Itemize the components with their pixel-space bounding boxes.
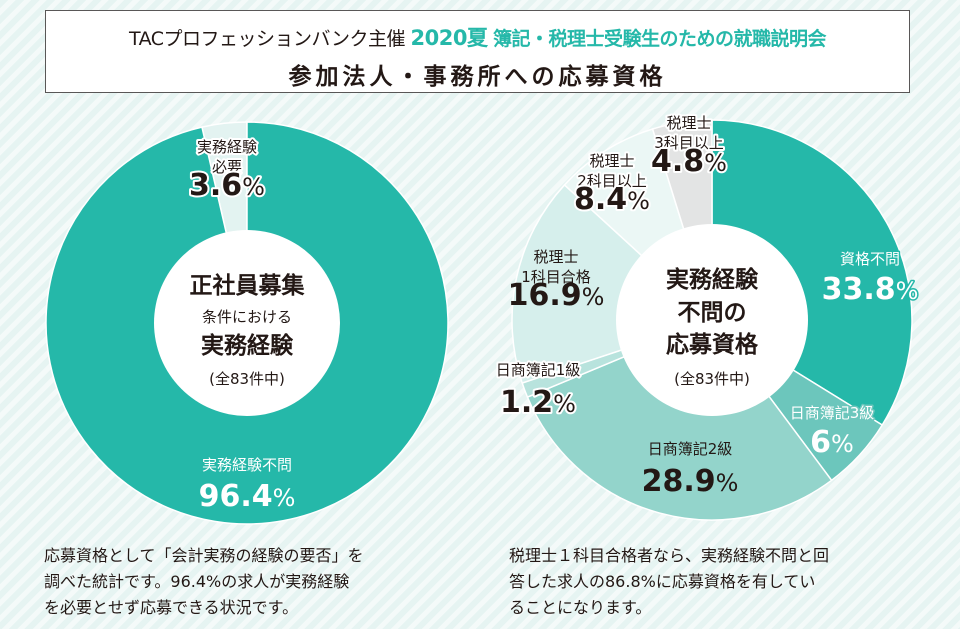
- segment-category: 資格不問: [840, 250, 900, 268]
- segment-value: 8.4%: [574, 182, 650, 217]
- segment-label-1: 資格不問 33.8%: [820, 249, 920, 309]
- center-line-2: 不問の: [678, 300, 747, 326]
- center-label: 実務経験 不問の 応募資格 (全83件中): [666, 266, 759, 388]
- center-line-1: 実務経験: [666, 266, 759, 293]
- center-label: 正社員募集 条件における 実務経験 (全83件中): [190, 272, 306, 388]
- segment-label-3: 日商簿記2級 28.9%: [642, 440, 739, 499]
- segment-category: 実務経験不問: [202, 456, 292, 474]
- center-line-3: 実務経験: [201, 332, 294, 359]
- segment-value: 16.9%: [508, 278, 605, 313]
- note-line: 答した求人の86.8%に応募資格を有してい: [509, 572, 816, 591]
- segment-value: 28.9%: [642, 464, 739, 499]
- center-line-4: (全83件中): [209, 370, 285, 388]
- event-name: 簿記・税理士受験生のための就職説明会: [493, 28, 827, 50]
- donut-experience: 正社員募集 条件における 実務経験 (全83件中) 実務経験不問96.4%実務経…: [45, 121, 449, 525]
- segment-value: 96.4%: [199, 479, 296, 514]
- segment-category: 日商簿記2級: [648, 440, 733, 458]
- segment-category: 2科目以上: [577, 172, 647, 190]
- donut-hole: [616, 224, 808, 416]
- segment-value: 3.6%: [189, 168, 265, 203]
- segment-value: 1.2%: [500, 385, 576, 420]
- donut-hole: [154, 230, 340, 416]
- segment-category: 実務経験: [197, 138, 257, 156]
- note-line: ることになります。: [509, 598, 652, 617]
- segment-category: 税理士: [666, 114, 711, 132]
- event-title: TACプロフェッションバンク主催 2020夏 簿記・税理士受験生のための就職説明…: [46, 22, 909, 52]
- center-line-4: (全83件中): [674, 370, 750, 388]
- segment-category: 3科目以上: [654, 134, 724, 152]
- page-subtitle: 参加法人・事務所への応募資格: [288, 64, 667, 90]
- segment-category: 日商簿記1級: [496, 361, 581, 379]
- segment-category: 税理士: [589, 152, 634, 170]
- segment-value: 6%: [810, 425, 854, 460]
- segment-label-2: 日商簿記3級 6%: [788, 403, 876, 462]
- note-line: 調べた統計です。96.4%の求人が実務経験: [44, 572, 350, 591]
- note-line: を必要とせず応募できる状況です。: [44, 598, 299, 617]
- donut-qualifications: 実務経験 不問の 応募資格 (全83件中) 資格不問33.8%日商簿記3級6%日…: [494, 112, 920, 521]
- note-left: 応募資格として「会計実務の経験の要否」を 調べた統計です。96.4%の求人が実務…: [44, 543, 464, 621]
- segment-value: 4.8%: [651, 144, 727, 179]
- year-season: 2020夏: [410, 26, 488, 50]
- segment-label-4: 日商簿記1級 1.2%: [494, 359, 583, 422]
- note-line: 応募資格として「会計実務の経験の要否」を: [44, 546, 364, 565]
- note-right: 税理士１科目合格者なら、実務経験不問と回 答した求人の86.8%に応募資格を有し…: [509, 543, 929, 621]
- note-line: 税理士１科目合格者なら、実務経験不問と回: [509, 546, 830, 565]
- segment-category: 日商簿記3級: [790, 404, 875, 422]
- title-box: TACプロフェッションバンク主催 2020夏 簿記・税理士受験生のための就職説明…: [45, 10, 910, 93]
- segment-category: 税理士: [533, 248, 578, 266]
- segment-category: 必要: [212, 158, 242, 176]
- segment-category: 1科目合格: [521, 268, 591, 286]
- segment-label-1: 実務経験不問 96.4%: [197, 455, 297, 516]
- organizer-label: TACプロフェッションバンク主催: [128, 28, 406, 50]
- donut-segment-3: [526, 319, 833, 521]
- segment-value: 33.8%: [822, 272, 919, 307]
- center-line-1: 正社員募集: [190, 272, 306, 299]
- center-line-3: 応募資格: [666, 331, 759, 358]
- center-line-2: 条件における: [202, 308, 292, 326]
